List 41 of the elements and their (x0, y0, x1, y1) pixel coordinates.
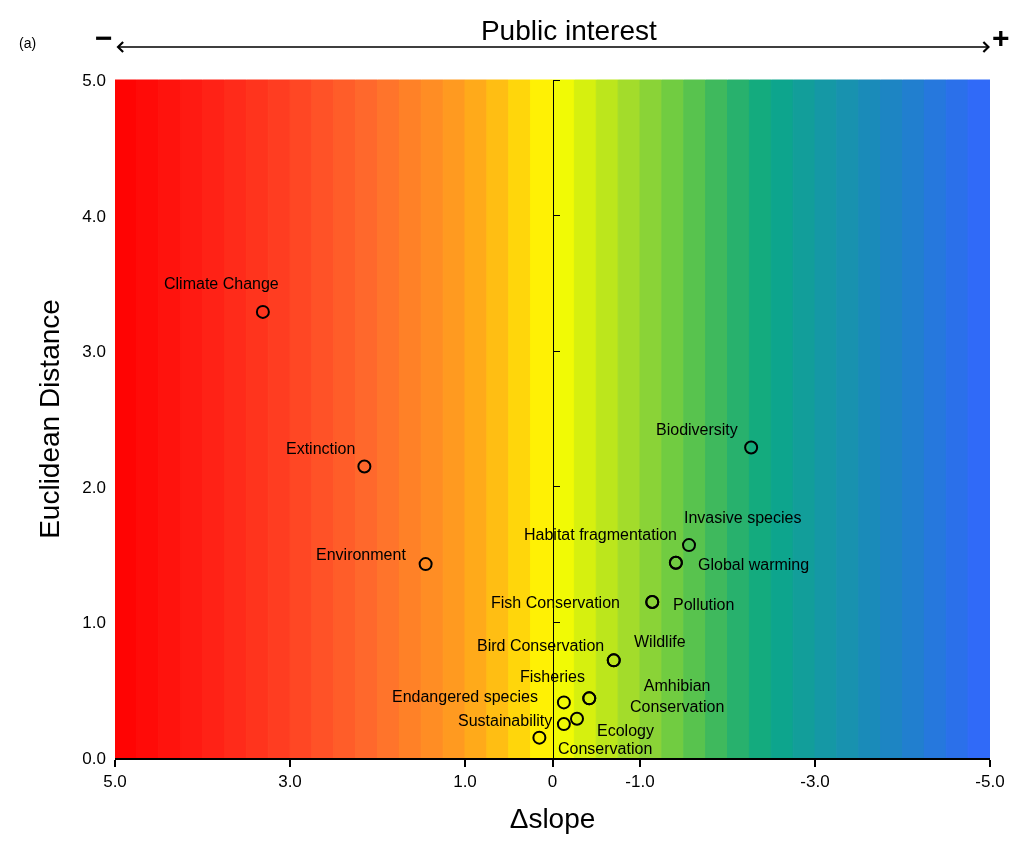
y-axis-title: Euclidean Distance (34, 299, 66, 539)
annotation: Sustainability (458, 712, 553, 729)
annotation: Environment (316, 546, 407, 563)
text: (a) (19, 35, 37, 51)
y-tick-label: 3.0 (82, 342, 106, 362)
annotation: Ecology (597, 722, 654, 739)
x-axis-title: Δslope (509, 803, 596, 834)
annotation: Amhibian Conservation (630, 677, 725, 715)
annotation: Climate Change (164, 275, 279, 292)
x-tick-label: -5.0 (975, 772, 1005, 792)
annotation: Pollution (673, 596, 735, 613)
point (556, 695, 571, 710)
y-tick-label: 0.0 (82, 748, 106, 768)
point (570, 711, 584, 726)
annotation: Endangered species (392, 688, 538, 705)
point (357, 459, 372, 474)
annotation: Conservation (558, 740, 653, 757)
text: − (95, 21, 113, 54)
annotation: Extinction (286, 440, 356, 457)
point (532, 730, 547, 745)
point (418, 557, 433, 572)
y-tick-label: 5.0 (82, 70, 106, 90)
point (255, 304, 270, 319)
annotation: Biodiversity (656, 421, 738, 438)
point (744, 440, 759, 455)
point (682, 538, 696, 553)
x-tick-label: 0 (547, 772, 558, 792)
x-tick-label: 3.0 (278, 772, 302, 792)
annotation: Wildlife (634, 633, 686, 650)
annotation: Invasive species (684, 509, 802, 526)
x-tick-label: -3.0 (800, 772, 830, 792)
x-tick-label: 1.0 (453, 772, 477, 792)
y-tick-label: 4.0 (82, 206, 106, 226)
text: + (992, 21, 1010, 54)
x-tick-label: -1.0 (625, 772, 655, 792)
annotation: Global warming (698, 556, 810, 573)
y-tick-label: 1.0 (82, 613, 106, 633)
chart-title: Public interest (480, 14, 657, 46)
y-tick-label: 2.0 (82, 477, 106, 497)
x-tick-label: 5.0 (103, 772, 127, 792)
point (556, 717, 571, 732)
